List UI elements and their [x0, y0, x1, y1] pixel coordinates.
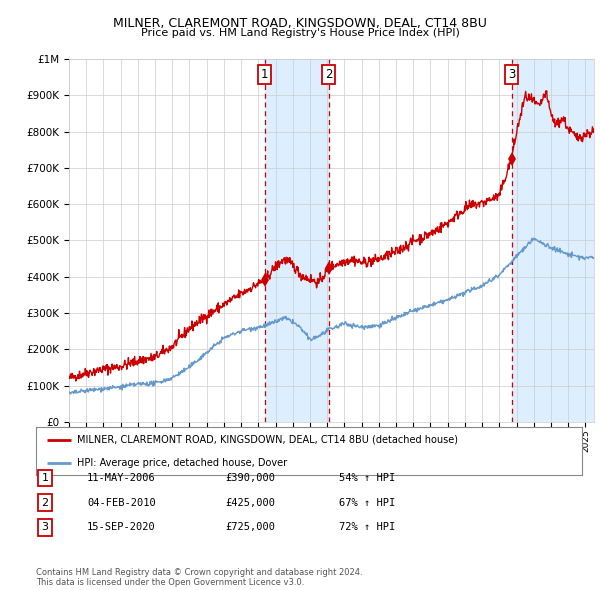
Text: Price paid vs. HM Land Registry's House Price Index (HPI): Price paid vs. HM Land Registry's House … — [140, 28, 460, 38]
Text: 1: 1 — [41, 473, 49, 483]
Text: HPI: Average price, detached house, Dover: HPI: Average price, detached house, Dove… — [77, 458, 287, 468]
Text: 3: 3 — [508, 68, 515, 81]
Bar — [512, 59, 594, 422]
Text: 2: 2 — [325, 68, 332, 81]
Text: Contains HM Land Registry data © Crown copyright and database right 2024.
This d: Contains HM Land Registry data © Crown c… — [36, 568, 362, 587]
Text: 3: 3 — [41, 523, 49, 532]
Text: 72% ↑ HPI: 72% ↑ HPI — [339, 523, 395, 532]
Text: MILNER, CLAREMONT ROAD, KINGSDOWN, DEAL, CT14 8BU (detached house): MILNER, CLAREMONT ROAD, KINGSDOWN, DEAL,… — [77, 435, 458, 445]
Text: MILNER, CLAREMONT ROAD, KINGSDOWN, DEAL, CT14 8BU: MILNER, CLAREMONT ROAD, KINGSDOWN, DEAL,… — [113, 17, 487, 30]
Text: 2: 2 — [41, 498, 49, 507]
Text: 54% ↑ HPI: 54% ↑ HPI — [339, 473, 395, 483]
Text: 1: 1 — [261, 68, 268, 81]
Bar — [265, 59, 329, 422]
Text: £425,000: £425,000 — [225, 498, 275, 507]
Text: 67% ↑ HPI: 67% ↑ HPI — [339, 498, 395, 507]
Text: £725,000: £725,000 — [225, 523, 275, 532]
Text: 11-MAY-2006: 11-MAY-2006 — [87, 473, 156, 483]
Text: 15-SEP-2020: 15-SEP-2020 — [87, 523, 156, 532]
Text: 04-FEB-2010: 04-FEB-2010 — [87, 498, 156, 507]
Text: £390,000: £390,000 — [225, 473, 275, 483]
